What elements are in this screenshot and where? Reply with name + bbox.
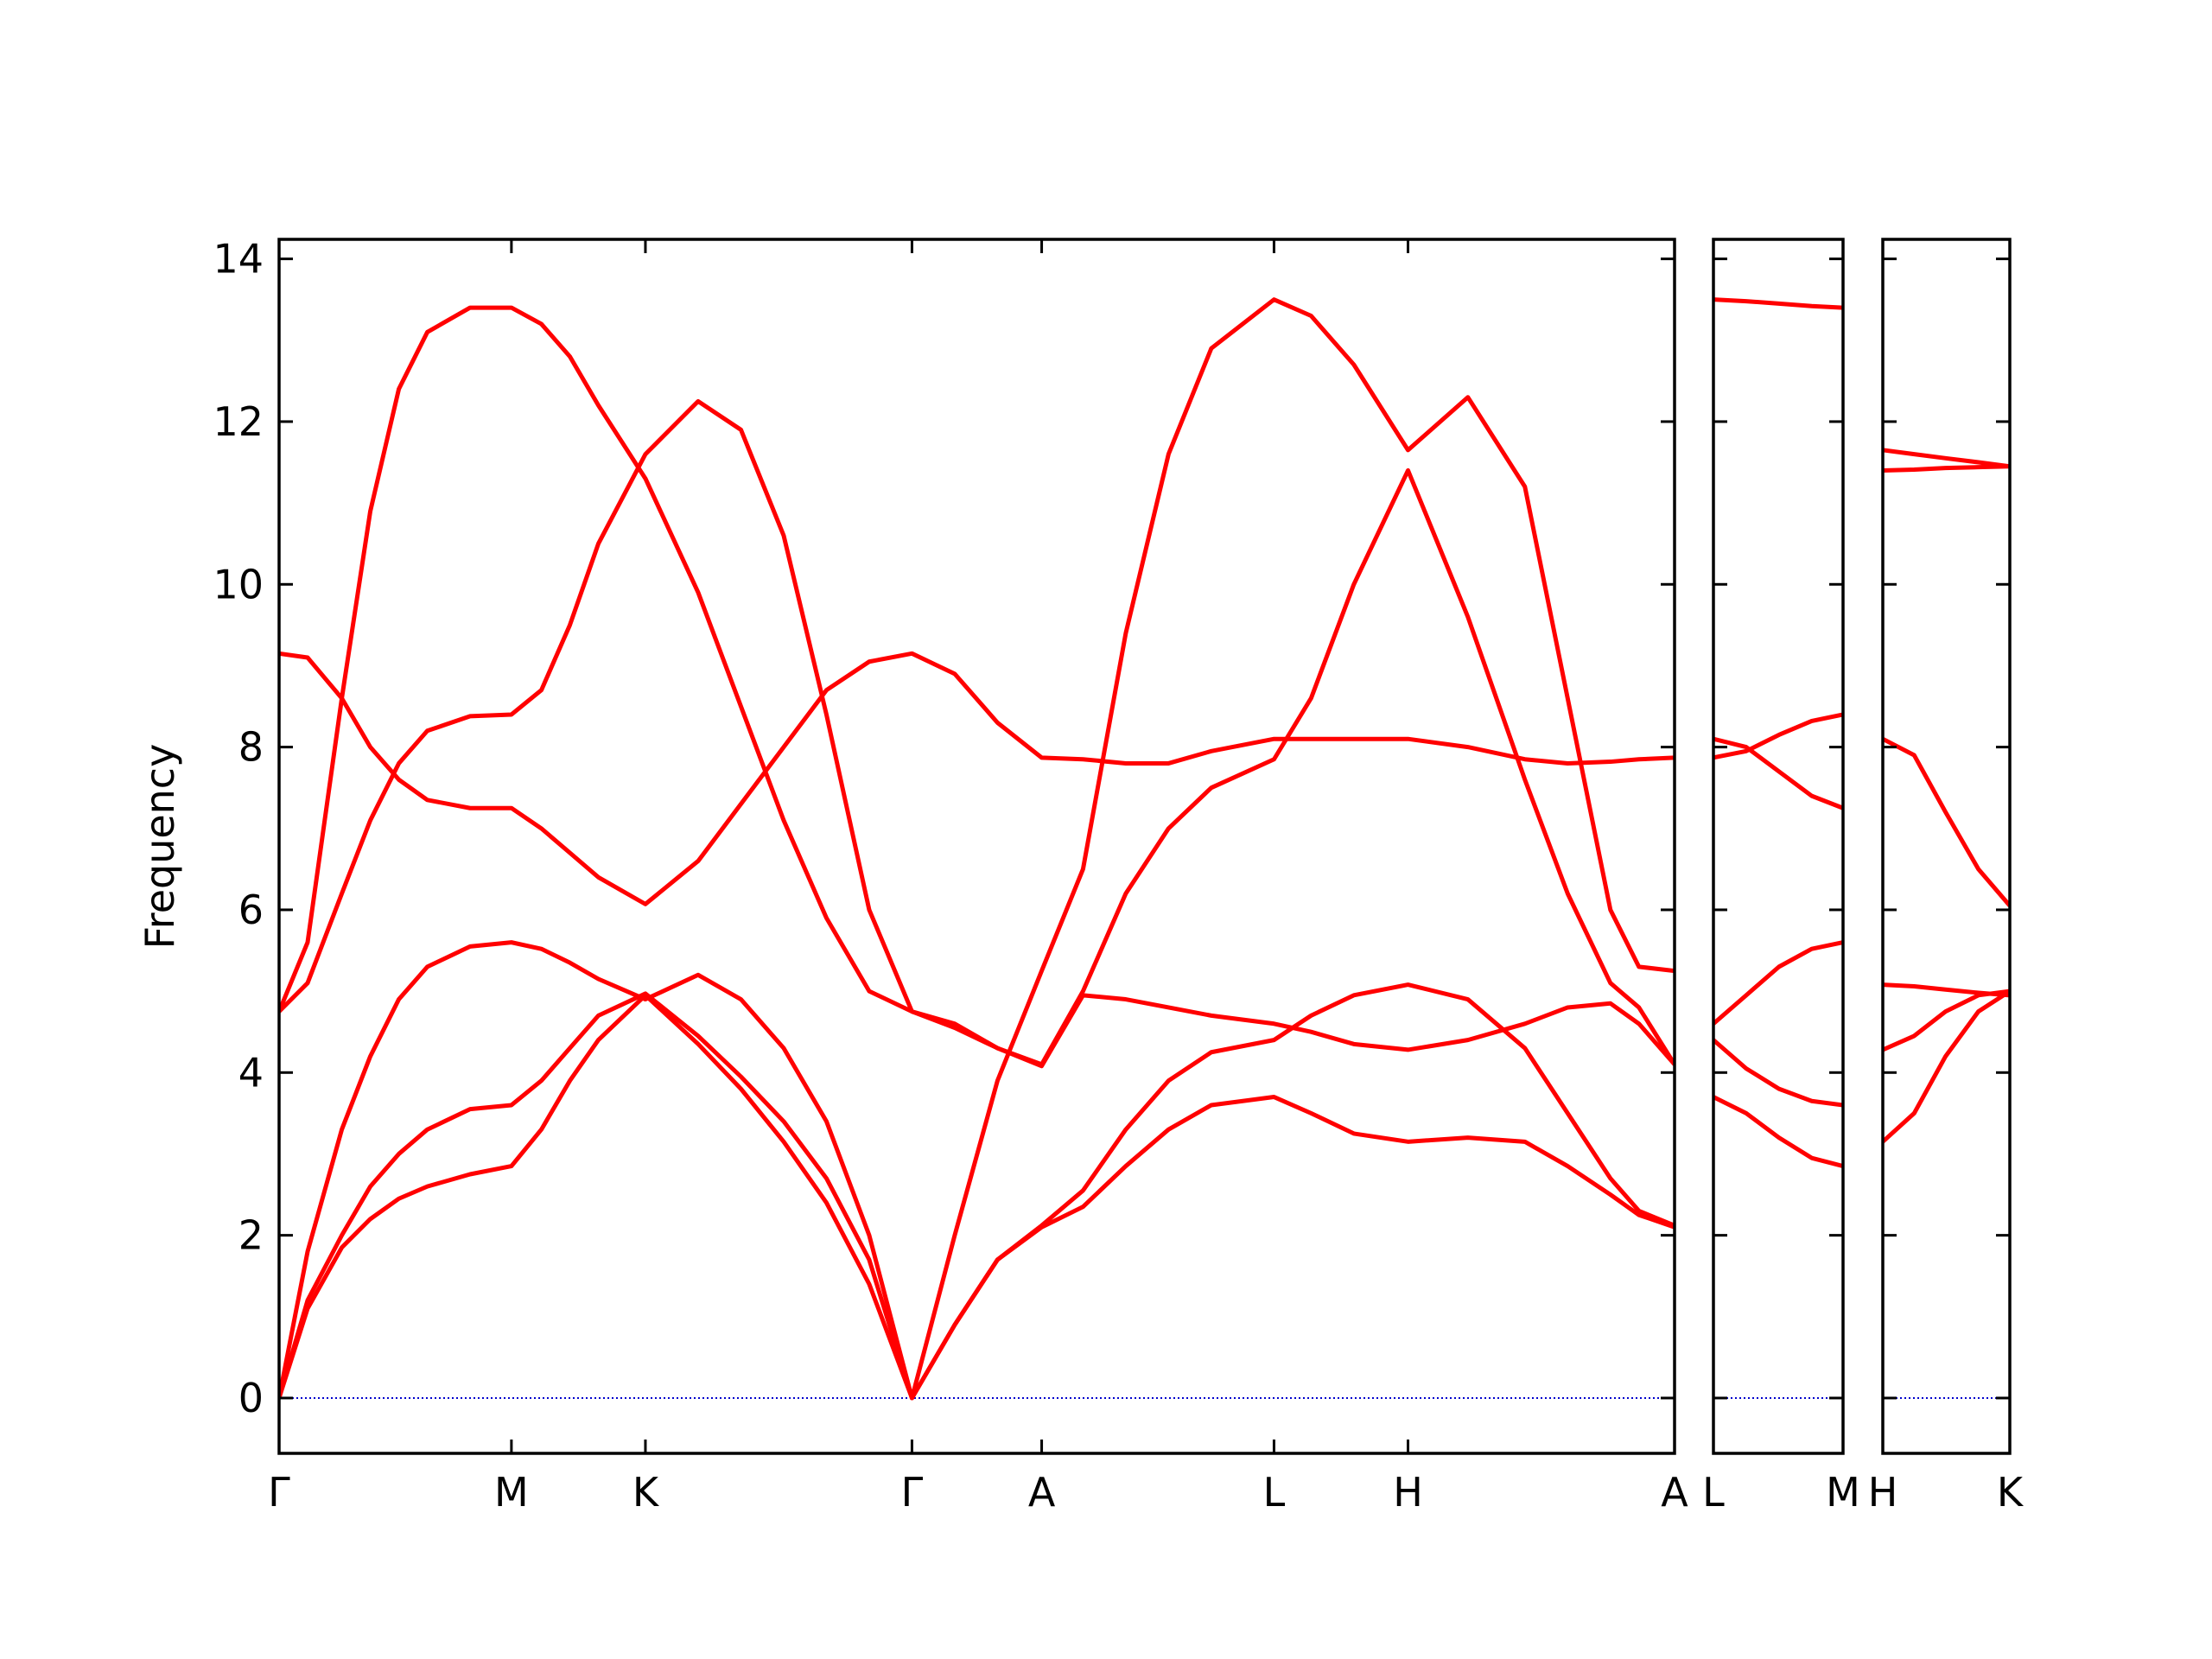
y-tick-label: 12 bbox=[213, 398, 264, 445]
band-line bbox=[1883, 989, 2010, 1144]
band-line bbox=[1713, 297, 1843, 310]
band-line bbox=[279, 305, 1675, 1069]
x-tick-label: K bbox=[632, 1469, 660, 1516]
x-tick-label: M bbox=[494, 1469, 529, 1516]
band-line bbox=[1713, 712, 1843, 760]
plot-frame bbox=[277, 238, 1676, 1455]
y-axis-label: Frequency bbox=[137, 744, 183, 950]
x-tick-label: A bbox=[1661, 1469, 1688, 1516]
x-tick-label: L bbox=[1263, 1469, 1286, 1516]
plot-frame bbox=[1881, 238, 2012, 1455]
y-tick-label: 4 bbox=[238, 1049, 264, 1096]
x-tick-label: M bbox=[1826, 1469, 1860, 1516]
panel: 0 2 4 6 8 10 12 14 Γ M K Γ A L H A Frequency bbox=[137, 236, 1688, 1516]
y-tick-label: 2 bbox=[238, 1212, 264, 1259]
x-tick-label: H bbox=[1868, 1469, 1898, 1516]
band-line bbox=[1883, 464, 2010, 473]
band-line bbox=[279, 651, 1675, 906]
x-tick-label: Γ bbox=[268, 1469, 290, 1516]
band-line bbox=[1883, 988, 2010, 1052]
band-line bbox=[279, 993, 1675, 1401]
band-line bbox=[1713, 1038, 1843, 1108]
y-tick-label: 6 bbox=[238, 887, 264, 933]
band-line bbox=[1883, 736, 2010, 907]
band-line bbox=[279, 982, 1675, 1401]
y-tick-label: 8 bbox=[238, 724, 264, 771]
y-tick-label: 0 bbox=[238, 1375, 264, 1421]
band-line bbox=[279, 297, 1675, 1401]
x-tick-label: A bbox=[1028, 1469, 1056, 1516]
band-line bbox=[1713, 736, 1843, 810]
band-line bbox=[1713, 1095, 1843, 1168]
band-line bbox=[279, 398, 1675, 1067]
x-tick-label: K bbox=[1997, 1469, 2024, 1516]
band-line bbox=[1713, 940, 1843, 1026]
x-tick-label: H bbox=[1393, 1469, 1423, 1516]
y-tick-label: 10 bbox=[213, 561, 264, 607]
band-line bbox=[1883, 448, 2010, 469]
y-tick-label: 14 bbox=[213, 236, 264, 283]
plot-frame bbox=[1712, 238, 1845, 1455]
x-tick-label: Γ bbox=[901, 1469, 924, 1516]
x-tick-label: L bbox=[1702, 1469, 1725, 1516]
